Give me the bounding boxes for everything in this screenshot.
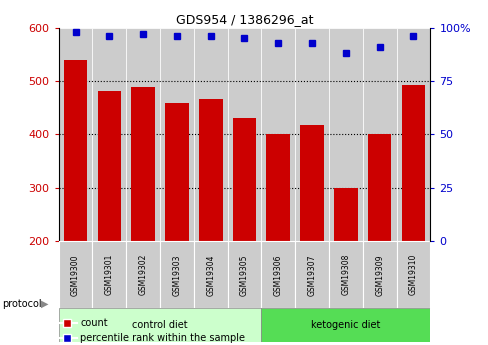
Bar <box>300 125 323 242</box>
FancyBboxPatch shape <box>227 241 261 308</box>
Bar <box>333 188 357 241</box>
Text: GSM19301: GSM19301 <box>104 254 114 295</box>
Text: GSM19309: GSM19309 <box>374 254 384 296</box>
Text: GSM19306: GSM19306 <box>273 254 282 296</box>
Bar <box>227 28 261 242</box>
Bar <box>92 28 126 242</box>
Text: GSM19310: GSM19310 <box>408 254 417 295</box>
FancyBboxPatch shape <box>362 241 396 308</box>
Bar <box>63 60 87 241</box>
Text: protocol: protocol <box>2 299 42 309</box>
Legend: count, percentile rank within the sample: count, percentile rank within the sample <box>54 314 248 345</box>
Bar <box>160 28 193 242</box>
FancyBboxPatch shape <box>193 241 227 308</box>
Bar <box>295 28 328 242</box>
FancyBboxPatch shape <box>261 308 429 342</box>
Title: GDS954 / 1386296_at: GDS954 / 1386296_at <box>175 13 313 27</box>
FancyBboxPatch shape <box>396 241 429 308</box>
Bar <box>266 135 289 242</box>
FancyBboxPatch shape <box>160 241 193 308</box>
Bar <box>328 28 362 242</box>
FancyBboxPatch shape <box>295 241 328 308</box>
Bar <box>199 99 222 242</box>
Text: GSM19300: GSM19300 <box>71 254 80 296</box>
Text: ketogenic diet: ketogenic diet <box>310 320 380 330</box>
Bar <box>126 28 160 242</box>
FancyBboxPatch shape <box>328 241 362 308</box>
Bar <box>165 104 188 242</box>
Text: GSM19304: GSM19304 <box>206 254 215 296</box>
Bar <box>232 118 256 242</box>
FancyBboxPatch shape <box>261 241 295 308</box>
Text: GSM19307: GSM19307 <box>307 254 316 296</box>
Text: GSM19305: GSM19305 <box>240 254 248 296</box>
FancyBboxPatch shape <box>126 241 160 308</box>
Bar <box>396 28 429 242</box>
FancyBboxPatch shape <box>92 241 126 308</box>
FancyBboxPatch shape <box>59 241 92 308</box>
Text: GSM19302: GSM19302 <box>139 254 147 295</box>
Text: control diet: control diet <box>132 320 187 330</box>
Bar <box>97 91 121 242</box>
Bar <box>131 87 155 241</box>
Bar <box>367 135 391 242</box>
FancyBboxPatch shape <box>59 308 261 342</box>
Text: GSM19303: GSM19303 <box>172 254 181 296</box>
Text: ▶: ▶ <box>41 299 48 309</box>
Text: GSM19308: GSM19308 <box>341 254 349 295</box>
Bar <box>401 85 425 242</box>
Bar <box>362 28 396 242</box>
Bar <box>59 28 92 242</box>
Bar <box>193 28 227 242</box>
Bar <box>261 28 295 242</box>
